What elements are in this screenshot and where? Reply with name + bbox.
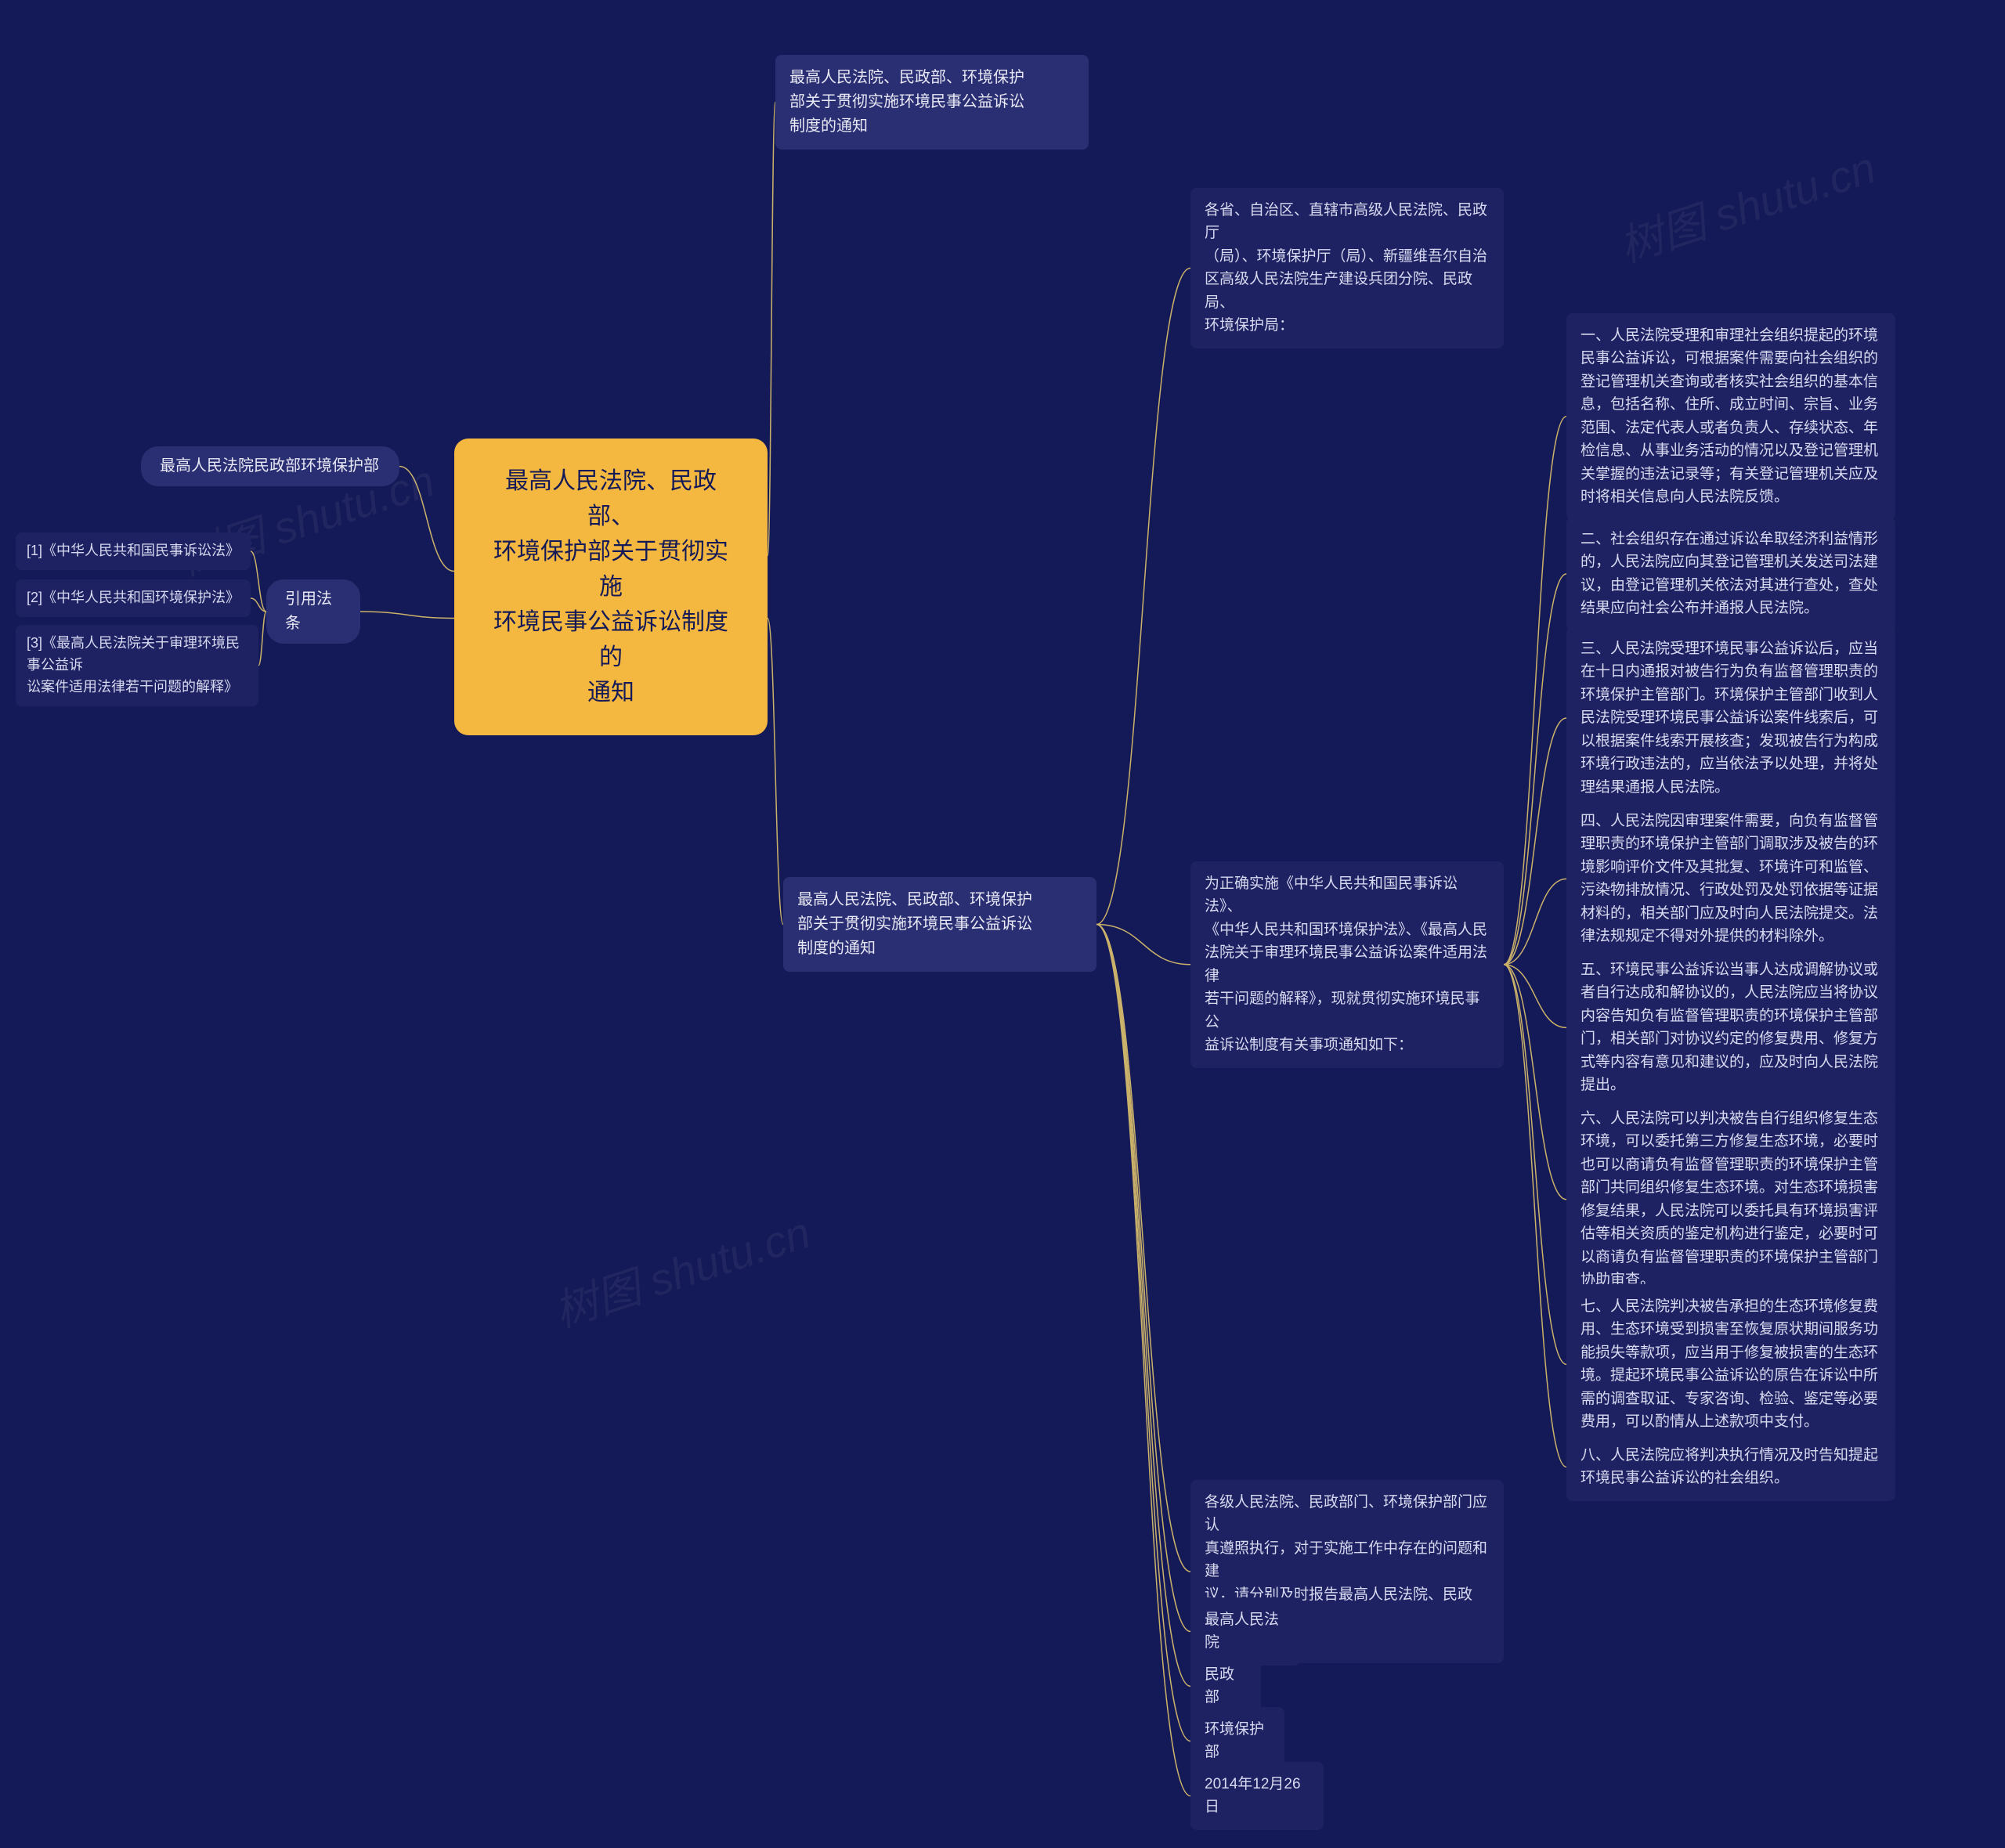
sub-child-2: 为正确实施《中华人民共和国民事诉讼法》、《中华人民共和国环境保护法》、《最高人民…	[1190, 861, 1504, 1068]
article-6: 六、人民法院可以判决被告自行组织修复生态环境，可以委托第三方修复生态环境，必要时…	[1566, 1096, 1895, 1303]
citation-2: [2]《中华人民共和国环境保护法》	[16, 579, 251, 617]
sub-child-7: 2014年12月26日	[1190, 1762, 1324, 1830]
left-branch-departments: 最高人民法院民政部环境保护部	[141, 446, 399, 486]
article-8: 八、人民法院应将判决执行情况及时告知提起环境民事公益诉讼的社会组织。	[1566, 1433, 1895, 1501]
article-4: 四、人民法院因审理案件需要，向负有监督管理职责的环境保护主管部门调取涉及被告的环…	[1566, 799, 1895, 959]
article-1: 一、人民法院受理和审理社会组织提起的环境民事公益诉讼，可根据案件需要向社会组织的…	[1566, 313, 1895, 520]
center-node: 最高人民法院、民政部、环境保护部关于贯彻实施环境民事公益诉讼制度的通知	[454, 439, 768, 735]
article-3: 三、人民法院受理环境民事公益诉讼后，应当在十日内通报对被告行为负有监督管理职责的…	[1566, 626, 1895, 810]
sub-child-1: 各省、自治区、直辖市高级人民法院、民政厅（局）、环境保护厅（局）、新疆维吾尔自治…	[1190, 188, 1504, 348]
article-2: 二、社会组织存在通过诉讼牟取经济利益情形的，人民法院应向其登记管理机关发送司法建…	[1566, 517, 1895, 631]
article-5: 五、环境民事公益诉讼当事人达成调解协议或者自行达成和解协议的，人民法院应当将协议…	[1566, 947, 1895, 1108]
citation-1: [1]《中华人民共和国民事诉讼法》	[16, 532, 251, 570]
left-branch-citations-label: 引用法条	[266, 579, 360, 644]
citation-3: [3]《最高人民法院关于审理环境民事公益诉讼案件适用法律若干问题的解释》	[16, 625, 258, 706]
article-7: 七、人民法院判决被告承担的生态环境修复费用、生态环境受到损害至恢复原状期间服务功…	[1566, 1284, 1895, 1445]
watermark: 树图 shutu.cn	[545, 1198, 818, 1341]
main-child-node: 最高人民法院、民政部、环境保护部关于贯彻实施环境民事公益诉讼制度的通知	[783, 877, 1096, 972]
top-child-node: 最高人民法院、民政部、环境保护部关于贯彻实施环境民事公益诉讼制度的通知	[775, 55, 1089, 150]
watermark: 树图 shutu.cn	[1610, 133, 1883, 276]
